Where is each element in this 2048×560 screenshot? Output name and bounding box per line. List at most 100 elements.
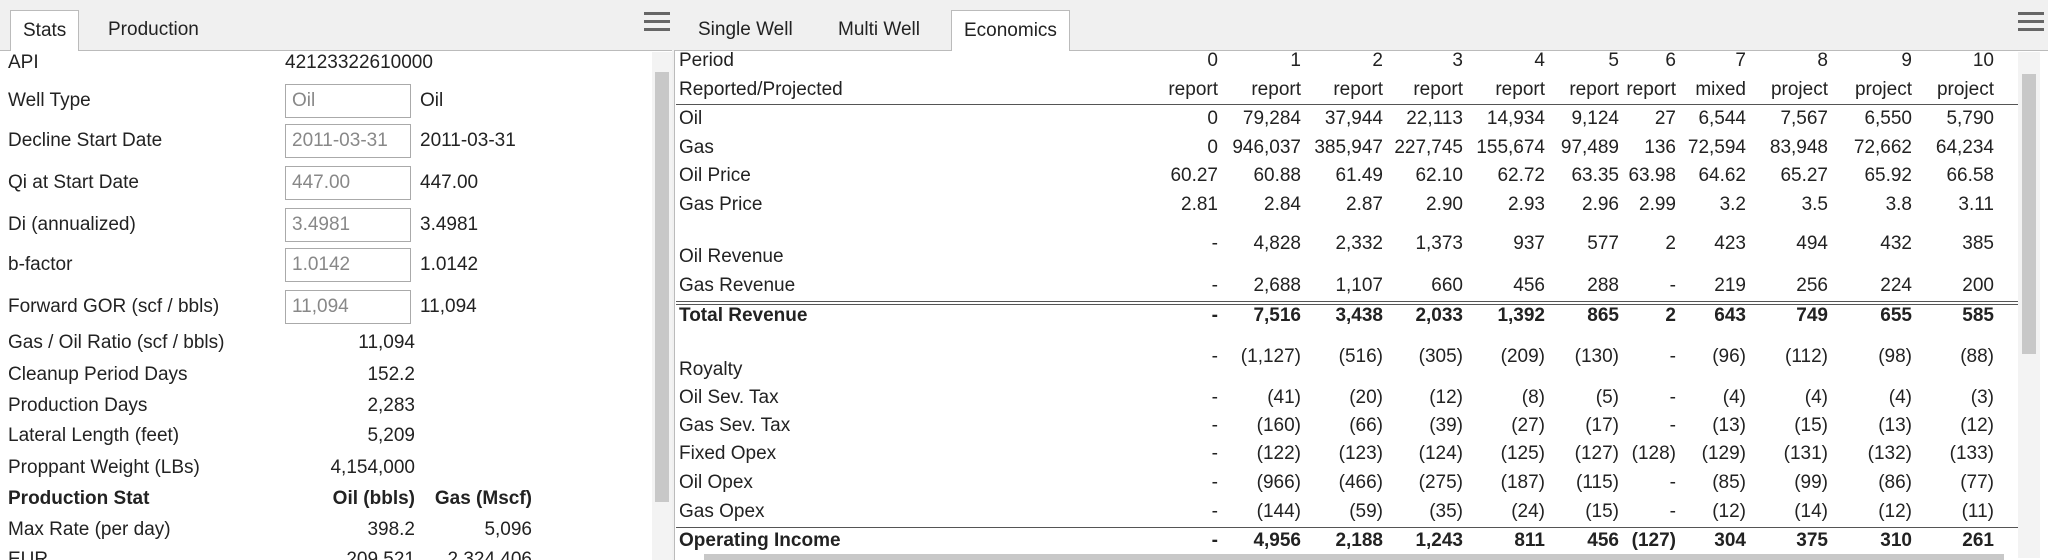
row-label: Royalty [679, 359, 743, 380]
cell: (11 [1927, 414, 2018, 438]
h-scroll-thumb[interactable] [704, 554, 2004, 560]
cell: 4,956 [1253, 530, 1301, 551]
cell: (15) [1585, 501, 1619, 522]
cell: 62.72 [1497, 165, 1545, 186]
input[interactable]: 11,094 [285, 290, 411, 324]
cell: (115) [1576, 472, 1619, 493]
cell: 3,438 [1335, 305, 1383, 326]
tab[interactable]: Economics [951, 10, 1070, 51]
tab[interactable]: Single Well [698, 19, 793, 40]
cell: 2.84 [1264, 194, 1301, 215]
input[interactable]: Oil [285, 84, 411, 118]
stat-label: Cleanup Period Days [8, 364, 188, 385]
cell: (275) [1418, 472, 1463, 493]
cell: (160) [1256, 415, 1301, 436]
cell: - [1669, 275, 1676, 296]
cell: 5,164 [1927, 107, 2018, 131]
cell: (5) [1595, 387, 1619, 408]
cell: (112) [1785, 346, 1828, 367]
field-value: 42123322610000 [285, 52, 433, 73]
row-rule [676, 527, 2018, 528]
scroll-thumb[interactable] [655, 72, 669, 502]
cell: - [1669, 501, 1676, 522]
row-label: Reported/Projected [679, 79, 843, 100]
input[interactable]: 1.0142 [285, 248, 411, 282]
cell: 4 [1534, 51, 1545, 71]
cell: 2.93 [1508, 194, 1545, 215]
cell: 2 [1665, 305, 1676, 326]
scroll-thumb[interactable] [2022, 74, 2036, 354]
cell: - [1669, 387, 1676, 408]
row-label: EUR [8, 549, 49, 560]
cell: 6,544 [1698, 108, 1746, 129]
cell: 2,688 [1253, 275, 1301, 296]
input[interactable]: 2011-03-31 [285, 124, 411, 158]
cell: - [1669, 472, 1676, 493]
cell: 1 [1290, 51, 1301, 71]
cell: 9 [1901, 51, 1912, 71]
tab[interactable]: Multi Well [838, 19, 920, 40]
cell: report [1495, 79, 1545, 100]
cell: (3 [1927, 386, 2018, 410]
economics-table: Period0123456789101Reported/Projectedrep… [674, 51, 2018, 560]
cell: 7 [1735, 51, 1746, 71]
cell: mixed [1695, 79, 1746, 100]
cell: (86) [1878, 472, 1912, 493]
cell: (59) [1349, 501, 1383, 522]
cell: (14) [1794, 501, 1828, 522]
stat-label: Gas / Oil Ratio (scf / bbls) [8, 332, 225, 353]
cell: (4) [1888, 387, 1912, 408]
field-label: Di (annualized) [8, 214, 136, 235]
cell: - [1669, 415, 1676, 436]
cell: (125) [1500, 443, 1545, 464]
cell: 1,243 [1415, 530, 1463, 551]
cell: 288 [1587, 275, 1619, 296]
cell: 585 [1962, 305, 1994, 326]
tab[interactable]: Production [108, 19, 199, 40]
cell: (1,127) [1240, 346, 1301, 367]
cell: 61.49 [1335, 165, 1383, 186]
cell: 1,107 [1335, 275, 1383, 296]
cell: (134 [1927, 442, 2018, 466]
cell: 398.2 [367, 519, 415, 540]
input[interactable]: 3.4981 [285, 208, 411, 242]
cell: (99) [1794, 472, 1828, 493]
input[interactable]: 447.00 [285, 166, 411, 200]
cell: (13) [1878, 415, 1912, 436]
cell: 200 [1962, 275, 1994, 296]
cell: (129) [1701, 443, 1746, 464]
tab[interactable]: Stats [10, 10, 80, 51]
cell: 385 [1962, 233, 1994, 254]
cell: 937 [1513, 233, 1545, 254]
scrollbar[interactable] [652, 52, 672, 560]
row-label: Gas Price [679, 194, 763, 215]
cell: 2.90 [1426, 194, 1463, 215]
cell: (20) [1349, 387, 1383, 408]
cell: (127) [1631, 530, 1676, 551]
row-label: Max Rate (per day) [8, 519, 171, 540]
cell: (133) [1949, 443, 1994, 464]
cell: 227,745 [1394, 137, 1463, 158]
cell: - [1211, 443, 1218, 464]
stat-value: 2,283 [367, 395, 415, 416]
cell: 494 [1796, 233, 1828, 254]
cell: 3.8 [1885, 194, 1912, 215]
cell: 2.96 [1582, 194, 1619, 215]
scrollbar[interactable] [2018, 52, 2040, 558]
row-label: Gas [679, 137, 714, 158]
row-label: Fixed Opex [679, 443, 777, 464]
cell: - [1211, 275, 1218, 296]
stat-value: 11,094 [358, 332, 415, 353]
cell: 0 [1207, 137, 1218, 158]
cell: 66.58 [1946, 165, 1994, 186]
stat-label: Production Days [8, 395, 148, 416]
cell: 5,790 [1946, 108, 1994, 129]
menu-icon[interactable] [644, 12, 670, 32]
field-label: Decline Start Date [8, 130, 163, 151]
field-value: 447.00 [420, 172, 479, 193]
menu-icon[interactable] [2018, 12, 2044, 32]
cell: 5 [1608, 51, 1619, 71]
cell: projec [1927, 78, 2018, 102]
cell: (122) [1256, 443, 1301, 464]
